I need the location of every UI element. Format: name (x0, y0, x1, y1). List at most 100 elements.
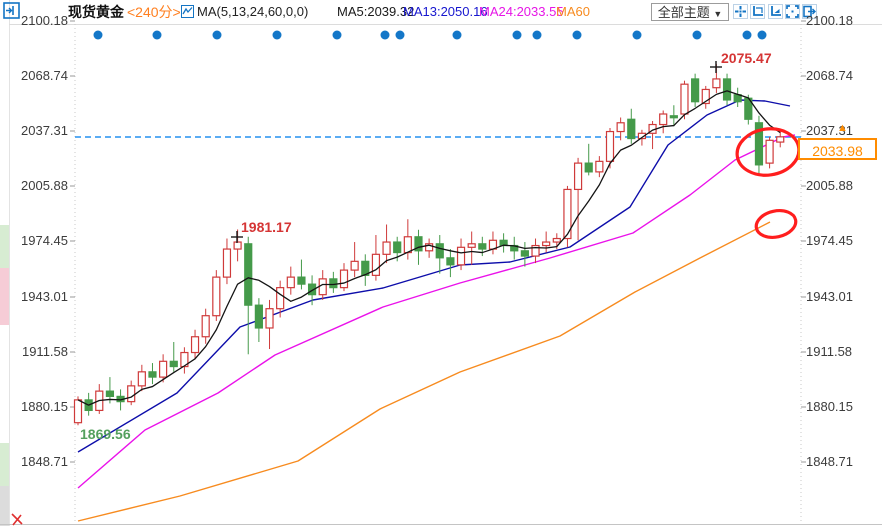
y-axis-label: 2068.74 (21, 68, 68, 83)
minimap-strip-segment (0, 225, 9, 268)
candle-body (776, 136, 785, 143)
candle-body (159, 360, 168, 378)
minimap-strip-segment (0, 268, 9, 325)
session-dot (212, 30, 222, 40)
session-dot (632, 30, 642, 40)
candle-body (659, 113, 668, 126)
axis-trend-button[interactable] (768, 4, 783, 19)
candle-body (73, 399, 83, 424)
ma60-line (77, 221, 771, 522)
ma-mini-chart-icon (181, 5, 194, 23)
axis-trend-icon (771, 6, 781, 16)
period-selector[interactable]: <240分> (127, 4, 181, 20)
candle-body (712, 78, 721, 89)
minimap-strip-segment (0, 486, 9, 526)
corner-red-mark (11, 513, 23, 526)
y-axis-label: 1880.15 (806, 399, 853, 414)
candle-body (605, 130, 615, 162)
price-up-arrow-icon: ▲ (837, 122, 848, 134)
candle-body (573, 162, 583, 191)
candle-body (765, 139, 774, 164)
y-axis-label: 1974.45 (21, 233, 68, 248)
session-dot (452, 30, 462, 40)
session-dot (692, 30, 702, 40)
y-axis-label: 2005.88 (21, 178, 68, 193)
y-axis-label: 1943.01 (21, 289, 68, 304)
candle-body (595, 160, 604, 173)
move-crosshair-icon (735, 6, 746, 17)
session-dot (272, 30, 282, 40)
left-minimap-strip[interactable] (0, 0, 10, 526)
annotation-swing-high-price: 1981.17 (241, 219, 292, 235)
candle-body (520, 250, 529, 257)
ma60-value-label: MA60 (556, 4, 590, 19)
candle-body (371, 253, 381, 276)
candle-body (318, 278, 327, 296)
session-dot (93, 30, 103, 40)
axis-scale-button[interactable] (750, 4, 765, 19)
session-dot (512, 30, 522, 40)
candle-body (350, 260, 359, 271)
session-dot (152, 30, 162, 40)
candle-body (382, 241, 391, 255)
highlight-ellipse (754, 209, 798, 239)
candle-body (403, 236, 412, 254)
candle-body (329, 278, 338, 289)
y-axis-label: 2005.88 (806, 178, 853, 193)
candle-body (286, 276, 295, 289)
session-dot (757, 30, 767, 40)
fullscreen-button[interactable] (785, 4, 800, 19)
candle-body (563, 188, 572, 240)
y-axis-label: 1911.58 (21, 344, 68, 359)
candle-body (254, 304, 263, 329)
ma5-line (77, 90, 781, 406)
collapse-panel-icon (3, 2, 20, 19)
move-crosshair-button[interactable] (733, 4, 748, 19)
candle-body (456, 246, 466, 266)
annotation-low-price: 1869.56 (80, 426, 131, 442)
candle-body (233, 241, 242, 250)
y-axis-label: 1911.58 (806, 344, 853, 359)
theme-dropdown-label: 全部主题 (657, 5, 710, 20)
y-axis-label: 1848.71 (21, 454, 68, 469)
candle-body (542, 241, 551, 247)
ma13-value-label: MA13:2050.16 (403, 4, 488, 19)
candle-body (105, 390, 115, 397)
fullscreen-icon (786, 5, 799, 18)
y-axis-label: 2100.18 (806, 13, 853, 28)
candle-body (446, 257, 455, 266)
candle-body (722, 78, 732, 101)
chart-bottom-border (0, 524, 882, 525)
collapse-right-button[interactable] (802, 4, 817, 19)
candle-body (244, 243, 253, 306)
candle-body (680, 83, 689, 115)
candle-body (425, 243, 434, 252)
candle-body (435, 243, 444, 259)
candle-body (754, 122, 764, 166)
ma24-value-label: MA24:2033.55 (479, 4, 564, 19)
candle-body (148, 371, 157, 378)
candle-body (701, 88, 710, 105)
y-axis-label: 1880.15 (21, 399, 68, 414)
y-axis-label: 2037.31 (21, 123, 68, 138)
collapse-panel-button[interactable] (3, 2, 20, 19)
candle-body (307, 283, 317, 296)
y-axis-label: 1974.45 (806, 233, 853, 248)
session-dot (532, 30, 542, 40)
annotation-high-price: 2075.47 (721, 50, 772, 66)
header-divider (9, 24, 882, 25)
candle-body (297, 276, 306, 285)
collapse-right-icon (803, 5, 816, 18)
candle-body (339, 269, 349, 289)
ma13-line (77, 99, 791, 453)
candle-body (584, 162, 593, 173)
current-price-box: 2033.98 (798, 138, 877, 160)
session-dot (395, 30, 405, 40)
symbol-name: 现货黄金 (68, 4, 124, 20)
session-dot (380, 30, 390, 40)
theme-dropdown[interactable]: 全部主题 ▼ (651, 3, 729, 21)
ma5-value-label: MA5:2039.32 (337, 4, 415, 19)
candle-body (467, 243, 476, 248)
candle-body (212, 276, 221, 317)
